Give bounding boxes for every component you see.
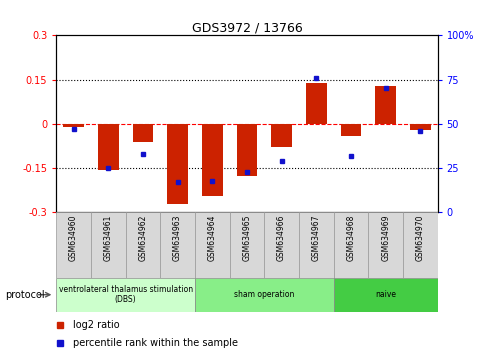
Bar <box>264 212 298 278</box>
Text: GSM634964: GSM634964 <box>207 215 216 261</box>
Text: protocol: protocol <box>5 290 44 300</box>
Text: GSM634966: GSM634966 <box>277 215 285 261</box>
Bar <box>63 124 84 127</box>
Bar <box>374 86 395 124</box>
Bar <box>195 278 333 312</box>
Title: GDS3972 / 13766: GDS3972 / 13766 <box>191 21 302 34</box>
Bar <box>333 212 367 278</box>
Text: sham operation: sham operation <box>234 290 294 299</box>
Bar <box>236 124 257 176</box>
Text: GSM634962: GSM634962 <box>138 215 147 261</box>
Bar <box>271 124 291 148</box>
Text: GSM634970: GSM634970 <box>415 215 424 261</box>
Text: GSM634967: GSM634967 <box>311 215 320 261</box>
Bar <box>98 124 119 170</box>
Text: log2 ratio: log2 ratio <box>73 320 120 330</box>
Text: GSM634963: GSM634963 <box>173 215 182 261</box>
Text: GSM634968: GSM634968 <box>346 215 355 261</box>
Bar <box>229 212 264 278</box>
Text: GSM634961: GSM634961 <box>103 215 113 261</box>
Bar <box>402 212 437 278</box>
Bar <box>340 124 361 136</box>
Text: GSM634965: GSM634965 <box>242 215 251 261</box>
Bar <box>202 124 222 196</box>
Bar <box>195 212 229 278</box>
Bar <box>91 212 125 278</box>
Text: ventrolateral thalamus stimulation
(DBS): ventrolateral thalamus stimulation (DBS) <box>59 285 192 304</box>
Text: percentile rank within the sample: percentile rank within the sample <box>73 338 238 348</box>
Bar <box>56 278 195 312</box>
Text: GSM634969: GSM634969 <box>380 215 389 261</box>
Bar <box>132 124 153 142</box>
Bar <box>56 212 91 278</box>
Bar <box>125 212 160 278</box>
Bar <box>305 82 326 124</box>
Bar <box>367 212 402 278</box>
Bar <box>160 212 195 278</box>
Text: GSM634960: GSM634960 <box>69 215 78 261</box>
Bar <box>298 212 333 278</box>
Bar <box>333 278 437 312</box>
Bar <box>409 124 430 130</box>
Bar <box>167 124 187 204</box>
Text: naive: naive <box>374 290 395 299</box>
